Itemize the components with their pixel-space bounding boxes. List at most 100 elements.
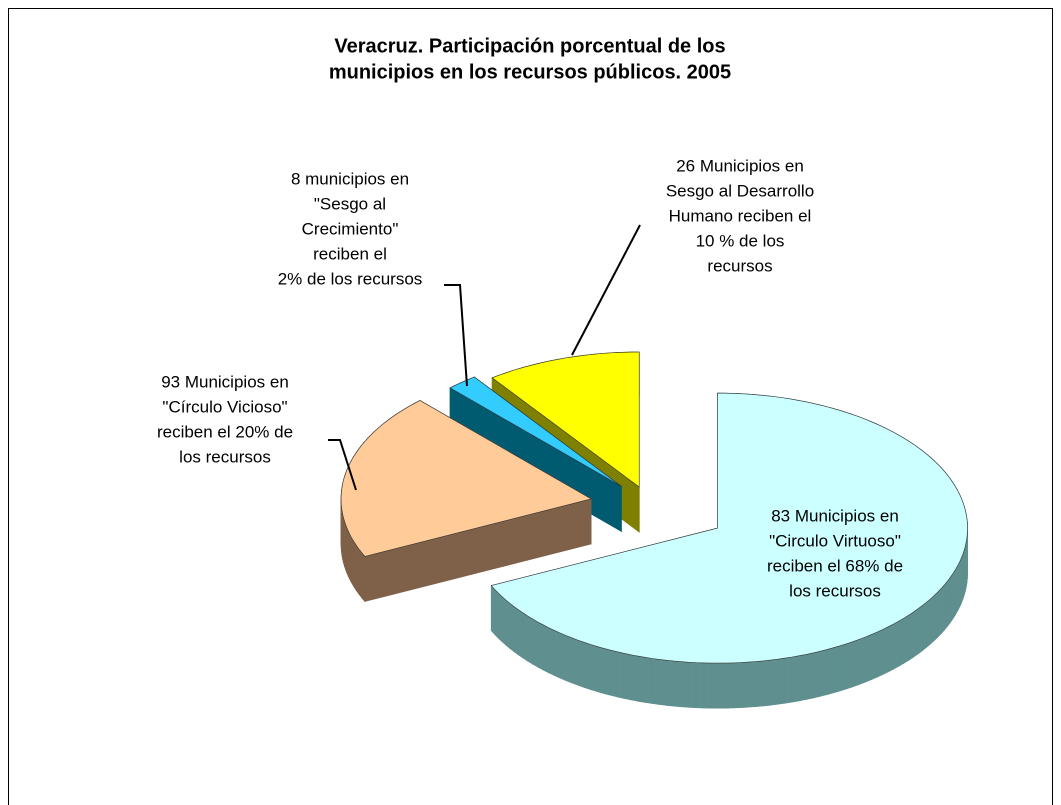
slice-side xyxy=(522,612,529,662)
slice-side xyxy=(542,624,549,674)
leader-line xyxy=(328,439,357,491)
slice-side xyxy=(798,653,807,702)
slice-side xyxy=(908,611,914,661)
slice-side xyxy=(527,615,534,665)
slice-side xyxy=(755,660,764,707)
slice-label: 8 municipios en xyxy=(291,169,409,188)
slice-side xyxy=(893,620,900,670)
slice-side xyxy=(644,656,653,704)
slice-side xyxy=(623,652,632,701)
slice-side xyxy=(725,662,734,709)
slice-side xyxy=(505,598,511,650)
slice-side xyxy=(944,579,949,631)
slice-side xyxy=(583,641,591,690)
slice-side xyxy=(947,575,951,628)
slice-side xyxy=(937,587,942,638)
slice-side xyxy=(532,618,539,668)
slice-label: Sesgo al Desarrollo xyxy=(666,181,814,200)
slice-label: "Circulo Virtuoso" xyxy=(769,531,901,550)
slice-side xyxy=(858,636,866,686)
slice-side xyxy=(926,597,932,649)
slice-side xyxy=(784,656,793,704)
slice-side xyxy=(681,661,690,708)
slice-top xyxy=(449,376,622,487)
slice-label: 83 Municipios en xyxy=(771,506,899,525)
slice-side xyxy=(941,583,946,635)
chart-title: municipios en los recursos públicos. 200… xyxy=(329,61,731,83)
slice-side xyxy=(553,629,561,679)
slice-side xyxy=(777,657,786,705)
slice-side xyxy=(358,547,363,599)
slice-side xyxy=(826,647,834,696)
slice-side xyxy=(805,652,814,700)
slice-side xyxy=(509,602,515,653)
slice-side xyxy=(596,645,604,694)
chart-title: Veracruz. Participación porcentual de lo… xyxy=(334,35,725,57)
slice-side xyxy=(819,649,828,697)
slice-side xyxy=(748,661,757,708)
leader-line xyxy=(444,284,468,387)
slice-label: reciben el 20% de xyxy=(157,422,293,441)
slice-side xyxy=(791,655,800,703)
slice-side xyxy=(898,617,905,667)
slice-side xyxy=(718,662,727,709)
slice-side xyxy=(497,591,503,643)
slice-side xyxy=(770,658,779,706)
slice-side xyxy=(887,623,894,673)
slice-side xyxy=(603,647,611,696)
slice-side xyxy=(846,641,854,690)
slice-side xyxy=(548,626,555,676)
slice-label: recursos xyxy=(707,256,772,275)
slice-side xyxy=(864,634,872,683)
slice-side xyxy=(934,590,939,642)
slice-side xyxy=(490,584,496,636)
slice-side xyxy=(703,662,712,709)
slice-side xyxy=(630,654,639,702)
slice-side xyxy=(733,662,742,709)
slice-label: 10 % de los xyxy=(696,231,785,250)
slice-side xyxy=(355,543,360,596)
slice-side xyxy=(565,634,573,684)
slice-label: reciben el xyxy=(313,244,387,263)
slice-side xyxy=(651,657,660,705)
slice-side xyxy=(517,608,524,659)
slice-side xyxy=(913,608,919,658)
slice-side xyxy=(870,631,878,681)
slice-side xyxy=(571,637,579,686)
slice-label: "Círculo Vicioso" xyxy=(162,397,287,416)
slice xyxy=(490,392,968,709)
slice-side xyxy=(673,660,682,708)
slice-side xyxy=(876,628,884,678)
slice-side xyxy=(537,621,544,671)
leader-line xyxy=(571,224,641,356)
slice-side xyxy=(930,594,935,645)
slice-side xyxy=(659,658,668,706)
slice-side xyxy=(609,649,618,698)
slice-label: reciben el 68% de xyxy=(767,556,903,575)
slice-label: los recursos xyxy=(789,581,881,600)
slice-side xyxy=(688,661,697,709)
slice-label: 26 Municipios en xyxy=(676,156,804,175)
slice-side xyxy=(917,604,923,655)
slice-side xyxy=(710,662,720,709)
slice-label: 93 Municipios en xyxy=(161,372,289,391)
slice-label: "Sesgo al xyxy=(314,194,386,213)
slice-side xyxy=(922,601,928,652)
slice-side xyxy=(616,651,625,699)
slice-side xyxy=(494,588,499,639)
slice-side xyxy=(637,655,646,703)
slice-side xyxy=(513,605,519,656)
slice-label: Crecimiento" xyxy=(302,219,399,238)
slice-side xyxy=(839,643,847,692)
slice-side xyxy=(762,659,771,707)
slice-side xyxy=(361,551,366,603)
slice-top xyxy=(340,400,592,557)
slice-top xyxy=(490,392,968,664)
slice-label: 2% de los recursos xyxy=(278,269,423,288)
slice-side xyxy=(833,645,841,694)
slice-side xyxy=(903,614,910,664)
slice-side xyxy=(590,643,598,692)
slice-side xyxy=(577,639,585,688)
slice xyxy=(340,399,592,603)
